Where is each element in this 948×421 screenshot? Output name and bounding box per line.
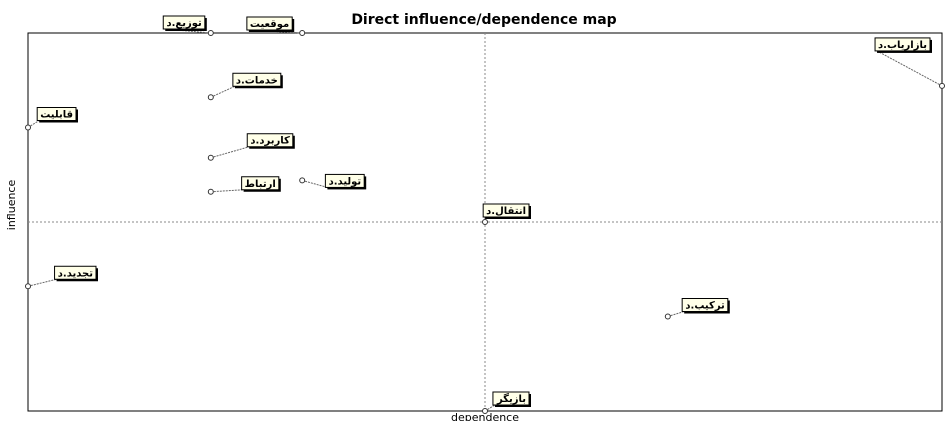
point-label: ترکیب.د [685,301,725,312]
point-label: قابلیت [40,110,73,121]
point-label: خدمات.د [236,75,278,86]
data-point: کاربرد.د [207,133,295,161]
point-marker [207,30,214,36]
point-marker [299,30,306,36]
point-marker [299,177,306,184]
label-box [54,265,97,280]
leader-line [302,179,328,188]
point-label: بازیگر [496,392,526,405]
point-label: انتقال.د [486,206,526,217]
point-marker [207,188,214,195]
x-axis-label: dependence [451,411,519,421]
y-axis-label: influence [5,180,18,231]
leader-line [27,278,57,287]
point-label: توزیع.د [166,18,202,29]
leader-line [27,120,40,128]
data-point: قابلیت [25,107,78,131]
data-point: تولید.د [299,173,367,190]
point-label: ارتباط [245,179,276,190]
label-box [241,176,280,191]
data-point: بازیگر [482,391,531,414]
leader-line [876,50,943,87]
data-point: ترکیب.د [664,298,730,320]
label-box [246,16,293,31]
label-box [36,107,77,121]
data-point: موقعیت [246,16,306,36]
chart-title: Direct influence/dependence map [351,12,616,28]
point-marker [25,124,31,131]
label-box [681,298,729,312]
label-box [874,37,931,52]
label-box [162,15,206,30]
point-label: تولید.د [329,176,362,187]
label-box [324,173,365,188]
point-marker [664,313,671,320]
point-label: تجدید.د [58,268,93,279]
data-point: تجدید.د [25,265,98,290]
leader-line [210,146,250,159]
point-marker [482,219,488,225]
point-marker [482,408,488,414]
data-point: بازاریاب.د [874,37,945,89]
point-marker [25,283,31,290]
label-box [492,391,530,406]
data-point: انتقال.د [482,203,531,225]
label-box [232,72,282,87]
data-point: ارتباط [207,176,281,195]
label-box [246,133,294,148]
point-marker [207,94,214,101]
label-box [482,203,530,218]
point-label: بازاریاب.د [878,40,927,51]
point-label: کاربرد.د [250,136,290,147]
leader-line [210,189,244,193]
point-marker [207,154,214,161]
point-marker [939,82,945,89]
leader-line [210,85,236,98]
data-point: توزیع.د [162,15,214,36]
point-label: موقعیت [250,19,289,30]
data-point: خدمات.د [207,72,283,101]
points-layer: بازاریاب.د توزیع.د موقعیت خدمات.د قابلیت کارب… [25,15,945,414]
